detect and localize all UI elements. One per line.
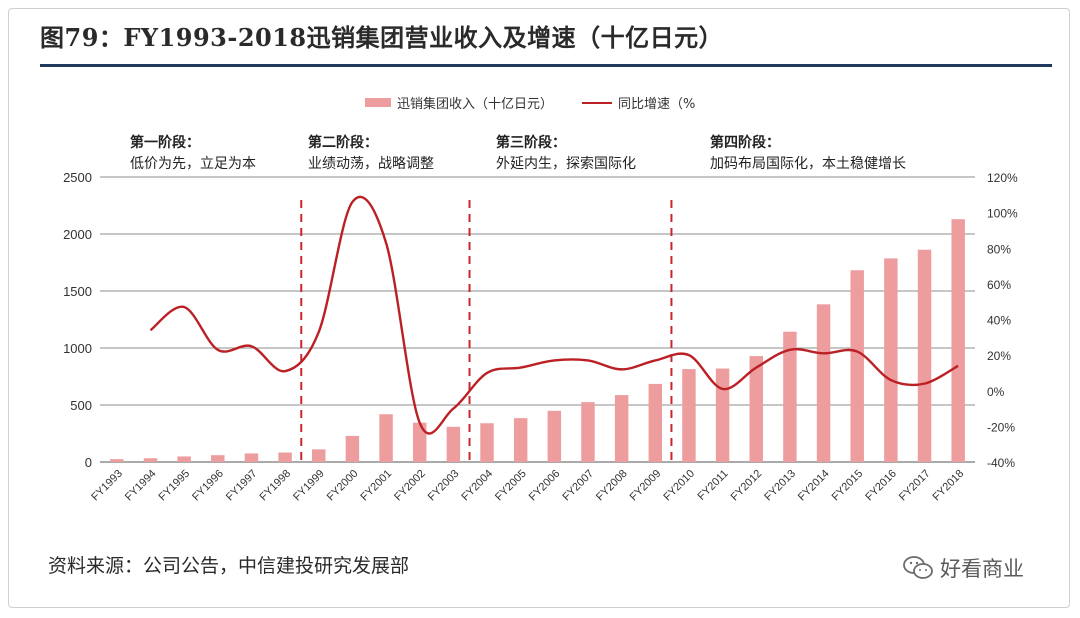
y-left-tick-label: 2000 [63,227,92,242]
bar [312,449,326,462]
source-note: 资料来源：公司公告，中信建投研究发展部 [48,555,410,577]
x-tick-label: FY2002 [392,468,428,504]
y-left-tick-label: 1500 [63,284,92,299]
chart-title: 图79：FY1993-2018迅销集团营业收入及增速（十亿日元） [40,23,724,52]
stage-annotation-1: 第一阶段： 低价为先，立足为本 [130,133,256,175]
x-tick-label: FY2018 [931,468,967,504]
bar [412,422,427,462]
stage-name: 第三阶段： [496,135,566,151]
title-rule [40,64,1052,67]
stage-desc: 加码布局国际化，本土稳健增长 [710,156,906,172]
legend-label-revenue: 迅销集团收入（十亿日元） [397,97,554,112]
bar [278,452,292,462]
bar [614,395,629,462]
y-right-tick-label: 120% [987,171,1018,185]
bar [345,435,360,462]
bar [244,453,259,462]
bar [850,270,864,462]
bar [480,423,494,462]
x-tick-label: FY2011 [696,468,731,503]
legend-label-growth: 同比增速（% [618,97,696,112]
x-tick-label: FY1996 [190,468,226,504]
bar [581,402,595,462]
stage-annotation-4: 第四阶段： 加码布局国际化，本土稳健增长 [710,133,906,175]
y-left-tick-label: 500 [70,398,92,413]
bar [513,418,528,462]
stage-desc: 业绩动荡，战略调整 [308,156,434,172]
x-tick-label: FY2000 [325,468,361,504]
x-tick-label: FY2001 [358,468,394,504]
stage-annotation-3: 第三阶段： 外延内生，探索国际化 [496,133,636,175]
bar [816,304,831,462]
x-tick-label: FY2005 [493,468,529,504]
bar [917,249,932,462]
legend-bar-swatch [365,98,391,107]
growth-line [149,195,959,435]
x-tick-label: FY2004 [459,468,495,504]
legend-item-revenue: 迅销集团收入（十亿日元） [365,93,553,112]
x-tick-label: FY2009 [628,468,664,504]
x-tick-label: FY2010 [661,468,697,504]
stage-desc: 低价为先，立足为本 [130,156,256,172]
y-right-tick-label: 20% [987,349,1011,363]
y-left-tick-label: 2500 [63,170,92,185]
bar [211,455,225,462]
x-tick-label: FY2006 [527,468,563,504]
bar [379,414,393,462]
x-tick-label: FY2008 [594,468,630,504]
bar [446,426,461,462]
bar [682,369,696,462]
y-left-tick-label: 0 [85,455,92,470]
x-tick-label: FY1999 [291,468,327,504]
watermark-text: 好看商业 [940,557,1024,581]
x-tick-label: FY2012 [729,468,765,504]
x-tick-label: FY1998 [257,468,293,504]
legend-line-swatch [582,101,612,104]
bar [951,219,965,462]
y-right-tick-label: -20% [987,420,1015,434]
bar [749,356,763,462]
x-tick-label: FY2016 [863,468,899,504]
bar [783,331,797,462]
stage-name: 第一阶段： [130,135,200,151]
bar [177,456,191,462]
y-left-tick-label: 1000 [63,341,92,356]
x-tick-label: FY2003 [426,468,462,504]
x-tick-label: FY2014 [796,468,832,504]
x-tick-label: FY2007 [560,468,596,504]
bar [648,383,663,462]
y-right-tick-label: 60% [987,278,1011,292]
x-tick-label: FY2015 [830,468,866,504]
x-tick-label: FY1994 [123,468,159,504]
stage-name: 第二阶段： [308,135,378,151]
bar [143,458,158,462]
x-tick-label: FY2013 [762,468,798,504]
bar [715,368,730,462]
bar [110,459,124,462]
bar [547,410,562,462]
stage-name: 第四阶段： [710,135,780,151]
x-tick-label: FY1997 [224,468,260,504]
wechat-icon [903,556,933,579]
y-right-tick-label: 40% [987,314,1011,328]
stage-annotation-2: 第二阶段： 业绩动荡，战略调整 [308,133,434,175]
watermark: 好看商业 [902,553,1024,583]
legend-item-growth: 同比增速（% [582,93,695,112]
bar [884,258,898,462]
y-right-tick-label: 100% [987,207,1018,221]
x-tick-label: FY1995 [157,468,193,504]
y-right-tick-label: 0% [987,385,1005,399]
x-tick-label: FY2017 [897,468,933,504]
stage-desc: 外延内生，探索国际化 [496,156,636,172]
x-tick-label: FY1993 [89,468,125,504]
y-right-tick-label: -40% [987,456,1015,470]
legend: 迅销集团收入（十亿日元） 同比增速（% [0,93,1080,115]
y-right-tick-label: 80% [987,242,1011,256]
